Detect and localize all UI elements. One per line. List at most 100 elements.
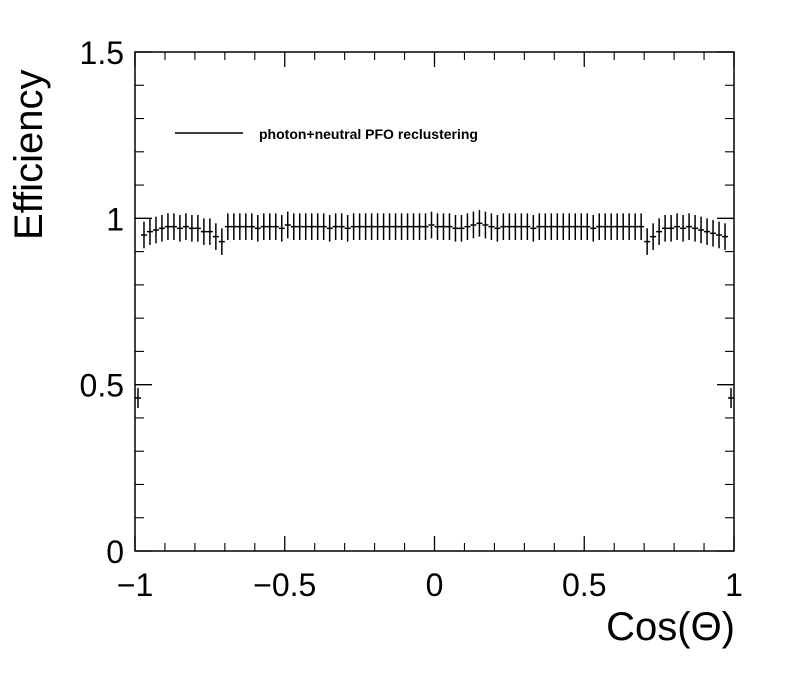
x-axis-title: Cos(Θ): [606, 605, 735, 649]
data-point: [176, 215, 183, 242]
data-point: [530, 215, 537, 242]
y-tick-label: 1.5: [80, 35, 124, 71]
data-point: [548, 213, 555, 240]
data-point: [488, 213, 495, 240]
axis-ticks-layer: −1 −0.5 0 0.5 1 0 0.5 1 1.5: [80, 35, 743, 603]
data-point: [278, 215, 285, 242]
y-tick-label: 0.5: [80, 368, 124, 404]
data-point: [158, 215, 165, 242]
data-point: [554, 213, 561, 240]
data-point: [650, 223, 657, 250]
data-point: [662, 215, 669, 242]
x-tick-label: 0: [426, 567, 444, 603]
data-point: [236, 213, 243, 240]
data-point: [392, 213, 399, 240]
data-point: [224, 213, 231, 240]
data-point: [386, 213, 393, 240]
data-point: [260, 213, 267, 240]
data-point: [140, 221, 147, 249]
legend-label: photon+neutral PFO reclustering: [259, 126, 478, 142]
data-point: [512, 213, 519, 240]
data-point: [182, 213, 189, 240]
data-point: [350, 213, 357, 240]
data-point: [338, 213, 345, 240]
data-point: [242, 213, 249, 240]
data-point: [356, 213, 363, 240]
data-point: [608, 213, 615, 240]
data-point: [146, 218, 153, 245]
data-point: [314, 213, 321, 240]
data-point: [716, 221, 723, 249]
data-point: [674, 213, 681, 240]
data-point: [200, 218, 207, 245]
data-point: [518, 213, 525, 240]
data-point: [644, 228, 651, 255]
data-point: [308, 213, 315, 240]
data-point: [566, 213, 573, 240]
data-point: [404, 213, 411, 240]
data-point: [482, 211, 489, 239]
data-point: [410, 213, 417, 240]
data-point: [296, 213, 303, 240]
data-point: [494, 215, 501, 242]
data-point: [470, 211, 477, 239]
data-point: [560, 213, 567, 240]
data-point: [668, 215, 675, 242]
data-point: [248, 213, 255, 240]
data-point: [572, 213, 579, 240]
data-point: [398, 213, 405, 240]
data-point: [218, 228, 225, 255]
data-point: [620, 213, 627, 240]
data-point: [626, 213, 633, 240]
data-point: [536, 213, 543, 240]
data-point: [692, 215, 699, 242]
data-point: [710, 219, 717, 247]
data-point: [596, 213, 603, 240]
legend: photon+neutral PFO reclustering: [175, 126, 478, 142]
data-point: [458, 215, 465, 242]
data-point: [320, 213, 327, 240]
data-point: [656, 218, 663, 245]
data-point: [170, 213, 177, 240]
data-point: [452, 215, 459, 242]
x-tick-label: −0.5: [253, 567, 316, 603]
data-point: [290, 213, 297, 240]
data-point: [380, 213, 387, 240]
data-point: [602, 213, 609, 240]
x-tick-label: 0.5: [562, 567, 606, 603]
data-point: [194, 215, 201, 242]
data-point: [272, 213, 279, 240]
data-point: [434, 213, 441, 240]
data-point: [506, 213, 513, 240]
data-point: [632, 213, 639, 240]
data-point: [428, 211, 435, 239]
data-point: [698, 216, 705, 244]
data-point: [188, 215, 195, 242]
data-point: [500, 213, 507, 240]
data-point: [584, 213, 591, 240]
data-point: [368, 213, 375, 240]
data-point: [590, 215, 597, 242]
data-points-layer: [135, 210, 734, 408]
data-point: [704, 218, 711, 245]
data-point: [254, 215, 261, 242]
y-tick-label: 1: [106, 201, 124, 237]
data-point: [686, 213, 693, 240]
data-point: [302, 213, 309, 240]
data-point: [230, 213, 237, 240]
data-point: [680, 215, 687, 242]
data-point: [135, 387, 141, 408]
y-axis-title: Efficiency: [7, 70, 51, 240]
data-point: [212, 223, 219, 250]
data-point: [446, 213, 453, 240]
data-point: [578, 213, 585, 240]
data-point: [152, 216, 159, 244]
data-point: [422, 213, 429, 240]
data-point: [728, 387, 734, 408]
data-point: [206, 218, 213, 245]
data-point: [464, 213, 471, 240]
data-point: [638, 213, 645, 240]
data-point: [440, 213, 447, 240]
data-point: [374, 213, 381, 240]
